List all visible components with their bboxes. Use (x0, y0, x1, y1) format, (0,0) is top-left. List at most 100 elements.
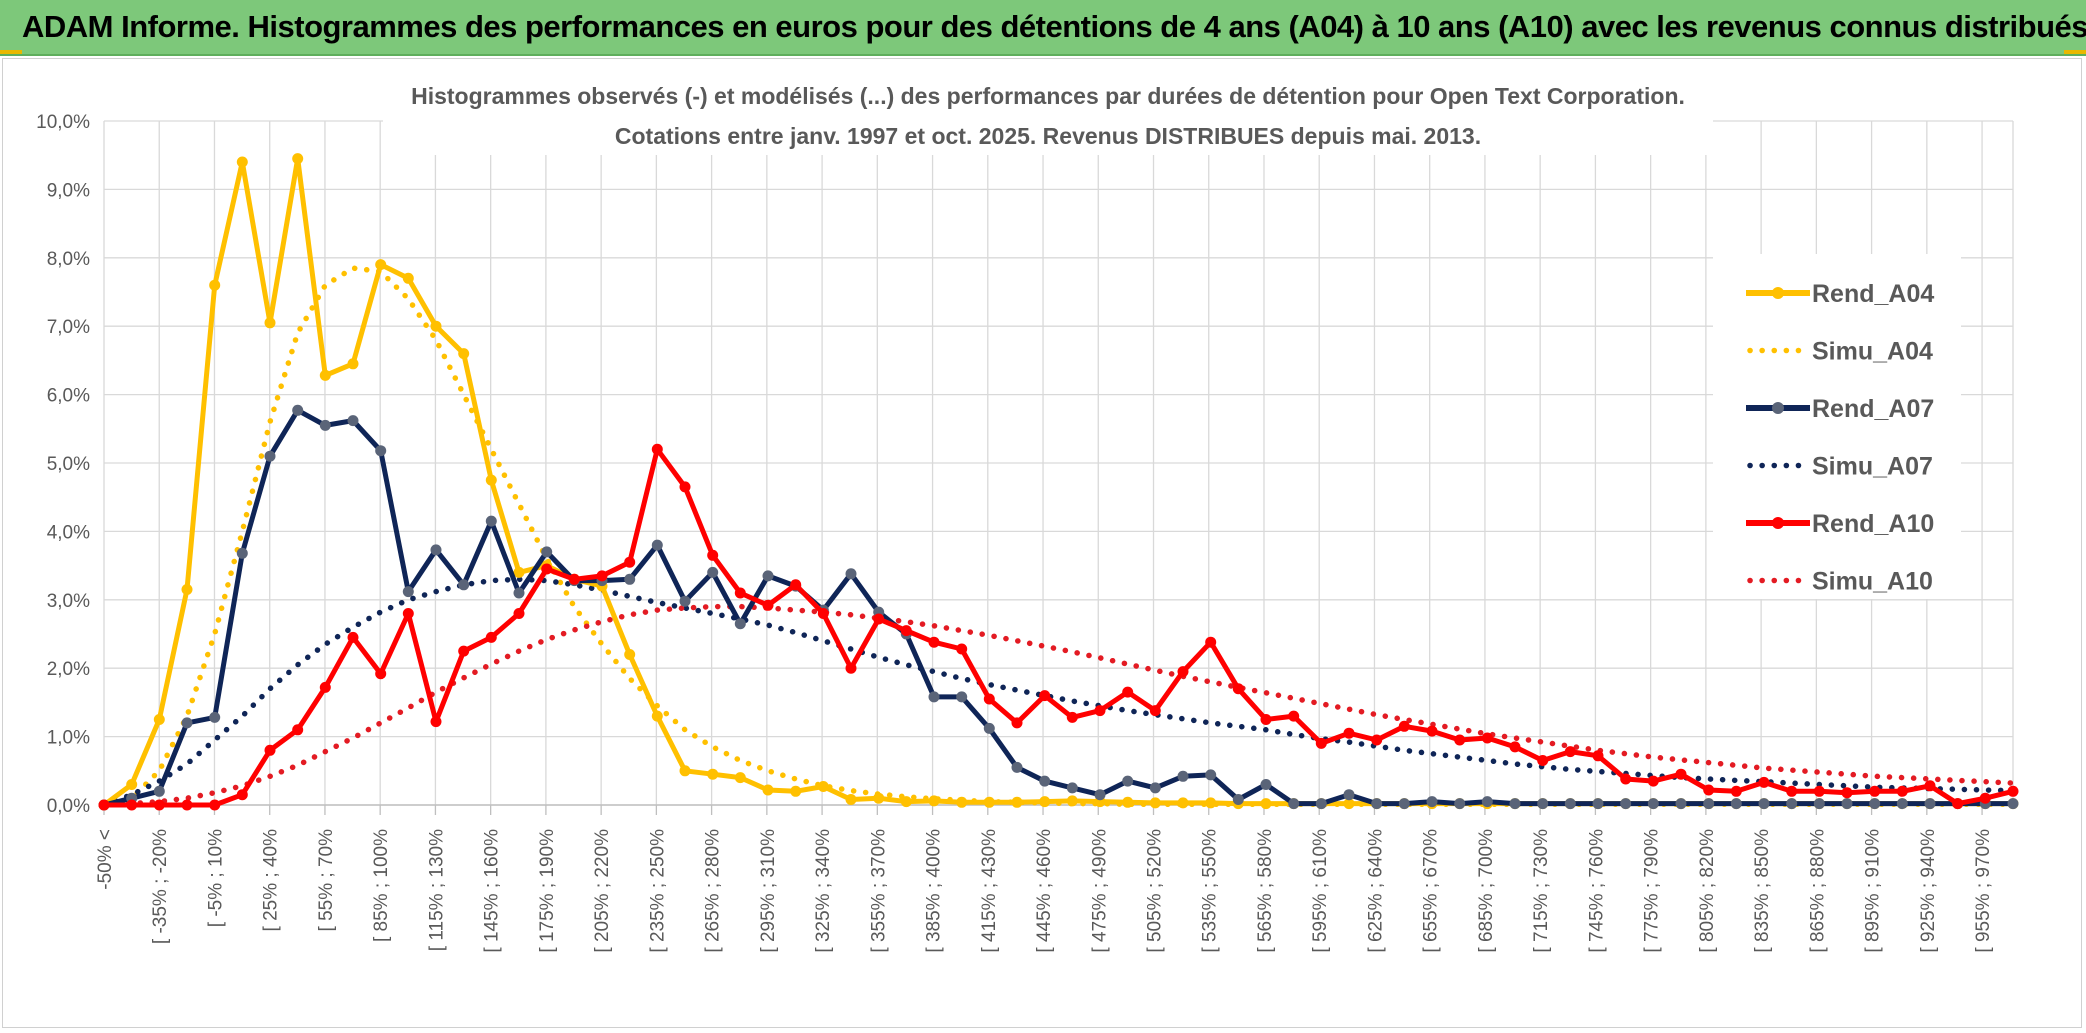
x-tick-label: [ 265% ; 280% (703, 829, 724, 953)
chart-subtitle: Cotations entre janv. 1997 et oct. 2025.… (615, 123, 1481, 149)
data-point (1703, 798, 1715, 810)
legend-label: Simu_A10 (1812, 568, 1933, 596)
x-tick-label: [ 385% ; 400% (924, 829, 945, 953)
data-point (1232, 794, 1244, 805)
data-point (541, 546, 553, 558)
x-tick-label: [ 595% ; 610% (1310, 829, 1331, 953)
data-point (209, 279, 221, 291)
data-point (402, 586, 414, 598)
data-point (1122, 775, 1134, 787)
data-point (347, 415, 359, 427)
x-tick-label: [ 325% ; 340% (813, 829, 834, 953)
legend-item: Rend_A07 (1746, 395, 1934, 423)
data-point (1509, 798, 1521, 810)
data-point (1454, 798, 1466, 810)
data-point (1841, 787, 1853, 799)
legend-item: Simu_A04 (1747, 338, 1933, 366)
y-tick-label: 2,0% (47, 659, 90, 680)
y-tick-label: 10,0% (36, 112, 90, 133)
data-point (1149, 797, 1161, 809)
x-tick-label: [ 565% ; 580% (1255, 829, 1276, 953)
chart-frame: 0,0% 1,0% 2,0% 3,0% 4,0% 5,0% 6,0% 7,0% 8,0% 9,0%… (2, 58, 2082, 1028)
x-tick-label: [ 685% ; 700% (1476, 829, 1497, 953)
data-point (375, 445, 387, 457)
data-point (734, 772, 746, 784)
data-point (1730, 785, 1742, 797)
x-tick-label: [ 625% ; 640% (1365, 829, 1386, 953)
data-point (1122, 686, 1134, 698)
data-point (1786, 785, 1798, 797)
y-tick-label: 5,0% (47, 454, 90, 475)
data-point (485, 631, 497, 643)
data-point (679, 481, 691, 493)
data-point (1177, 770, 1189, 782)
data-point (928, 795, 940, 807)
data-point (292, 724, 304, 736)
data-point (430, 716, 442, 728)
data-point (264, 450, 276, 462)
legend-item: Rend_A10 (1746, 510, 1934, 538)
x-tick-label: [ 55% ; 70% (316, 829, 337, 932)
data-point (928, 691, 940, 703)
series-line-rend-a10 (104, 446, 2014, 808)
data-point (181, 799, 193, 811)
data-point (1813, 798, 1825, 810)
data-point (734, 587, 746, 599)
data-point (458, 579, 470, 591)
data-point (707, 549, 719, 561)
x-tick-label: [ 355% ; 370% (868, 829, 889, 953)
data-point (651, 539, 663, 551)
x-tick-label: [ 535% ; 550% (1200, 829, 1221, 953)
data-point (430, 320, 442, 332)
data-point (541, 563, 553, 575)
data-point (375, 668, 387, 680)
data-point (181, 717, 193, 729)
y-tick-label: 4,0% (47, 522, 90, 543)
data-point (1371, 734, 1383, 746)
legend: Rend_A04 Simu_A04 Rend_A07 Simu_A07 Rend_A10… (1713, 254, 1961, 599)
banner-corner-right (2064, 50, 2086, 54)
data-point (1177, 797, 1189, 809)
y-tick-label: 6,0% (47, 386, 90, 407)
data-point (1398, 720, 1410, 732)
data-point (1620, 773, 1632, 785)
y-tick-label: 8,0% (47, 249, 90, 270)
data-point (679, 765, 691, 777)
data-point (956, 796, 968, 808)
legend-marker (1772, 402, 1784, 414)
legend-item: Simu_A07 (1747, 453, 1933, 481)
data-point (1481, 732, 1493, 744)
data-point (1205, 636, 1217, 648)
data-point (153, 785, 165, 797)
data-point (209, 799, 221, 811)
data-point (1011, 796, 1023, 808)
x-tick-label: [ 415% ; 430% (979, 829, 1000, 953)
data-point (1149, 782, 1161, 794)
data-point (319, 681, 331, 693)
x-tick-label: [ 805% ; 820% (1697, 829, 1718, 953)
report-title: ADAM Informe. Histogrammes des performan… (22, 9, 2086, 44)
data-point (1592, 750, 1604, 762)
data-point (1454, 734, 1466, 746)
legend-label: Rend_A04 (1812, 280, 1934, 308)
data-point (1011, 761, 1023, 773)
data-point (264, 317, 276, 329)
legend-item: Rend_A04 (1746, 280, 1934, 308)
y-tick-label: 1,0% (47, 728, 90, 749)
x-axis-ticks: -50% < [ -35% ; -20% [ -5% ; 10% [ 25% ; 40… (95, 829, 1994, 953)
data-point (900, 625, 912, 637)
data-point (430, 544, 442, 556)
data-point (485, 474, 497, 486)
title-background (383, 63, 1713, 155)
y-tick-label: 9,0% (47, 180, 90, 201)
x-tick-label: [ 445% ; 460% (1034, 829, 1055, 953)
data-point (1149, 705, 1161, 717)
data-point (1177, 666, 1189, 678)
data-point (1011, 717, 1023, 729)
data-point (292, 404, 304, 416)
chart-title: Histogrammes observés (-) et modélisés (… (411, 83, 1685, 109)
data-point (762, 570, 774, 582)
x-tick-label: [ 475% ; 490% (1089, 829, 1110, 953)
data-point (1343, 789, 1355, 801)
data-point (1066, 782, 1078, 794)
